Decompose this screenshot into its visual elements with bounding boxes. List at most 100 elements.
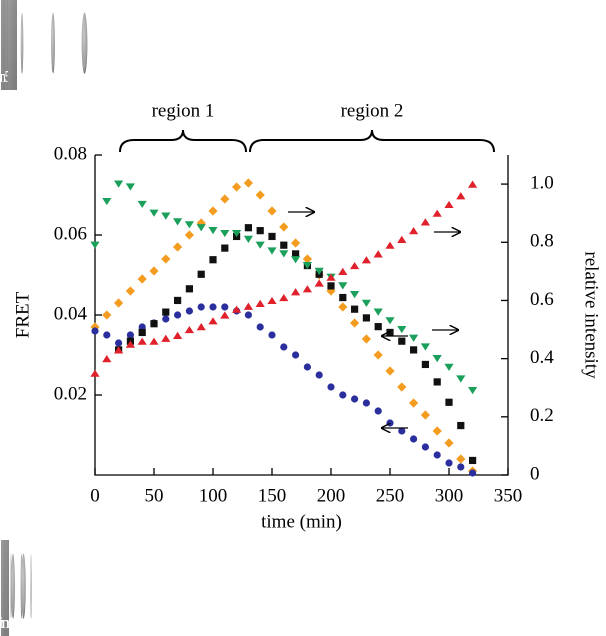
point [397,235,407,243]
point [373,308,383,316]
y2-tick-label: 0.4 [530,347,554,368]
point [385,241,395,249]
point [280,343,288,351]
point [338,282,348,290]
cell [11,553,15,619]
region-label: region 1 [152,100,215,121]
point [292,250,300,258]
point [468,180,478,188]
brace [119,129,247,153]
point [409,227,419,235]
point [291,288,301,296]
point [244,311,252,319]
point [137,274,147,284]
point [102,355,112,363]
brace [249,129,495,153]
point [196,323,206,331]
y2-tick-label: 0 [530,463,540,484]
point [126,331,134,339]
point [398,337,406,345]
x-axis-label: time (min) [261,511,342,532]
point [244,224,252,232]
point [232,305,242,313]
point [196,224,206,232]
point [373,350,383,360]
point [149,266,159,276]
point [409,398,419,408]
point [350,261,360,270]
micrograph [8,0,17,90]
point [243,302,253,310]
point [162,315,170,323]
region-label: region 2 [341,100,404,121]
point [209,303,217,311]
point [445,398,453,406]
point [315,371,323,379]
point [374,323,382,331]
x-tick-label: 100 [199,485,228,506]
point [102,310,112,320]
point [90,369,100,377]
point [361,299,371,307]
point [444,200,454,209]
point [292,351,300,359]
point [184,230,194,240]
point [303,363,311,371]
point [327,383,335,391]
point [114,346,124,354]
x-tick-label: 250 [376,485,405,506]
point [114,298,124,308]
point [255,299,265,307]
point [137,337,147,345]
point [385,317,395,325]
point [420,410,430,420]
point [279,222,289,232]
y-tick-label: 0.06 [54,223,87,244]
point [138,328,146,337]
point [255,241,265,249]
y-axis-label: FRET [12,291,33,338]
point [149,209,159,217]
point [243,178,253,188]
point [161,254,171,264]
point [385,366,395,376]
point [208,317,218,325]
point [373,250,383,258]
point [351,395,359,403]
point [174,296,182,305]
point [386,328,394,337]
point [457,463,465,471]
x-tick-label: 200 [317,485,346,506]
point [279,293,289,302]
point [302,261,312,270]
point [362,314,370,322]
plot: 0 50 100 150 200 250 300 350 0.02 0.04 0.06 0.08 0 0.… [12,100,601,532]
point [432,426,442,436]
point [433,378,441,386]
point [469,456,477,465]
point [421,360,429,369]
point [410,435,418,443]
y-tick-label: 0.02 [54,383,87,404]
point [314,267,324,275]
point [208,206,218,216]
point [232,229,242,238]
point [267,206,277,216]
point [173,331,183,339]
point [161,212,171,220]
x-tick-label: 50 [145,485,164,506]
point [221,303,229,311]
point [184,325,194,334]
point [326,273,336,281]
point [351,305,359,313]
point [432,355,442,363]
y2-tick-label: 0.2 [530,405,554,426]
point [125,183,135,191]
axes [94,155,509,476]
point [103,331,111,339]
point [243,235,253,243]
point [327,282,335,290]
point [280,241,288,249]
point [386,419,394,427]
